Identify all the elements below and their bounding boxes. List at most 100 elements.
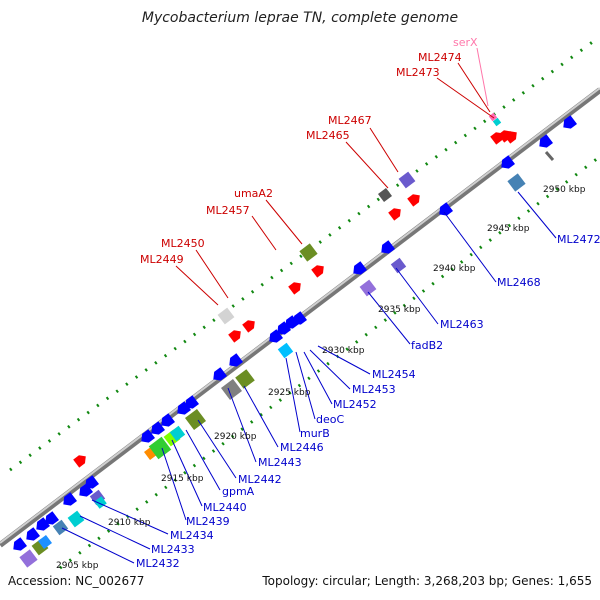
reverse-gene-arrow[interactable] xyxy=(82,475,100,492)
gene-label[interactable]: ML2453 xyxy=(352,383,396,396)
ruler-tick-label: 2940 kbp xyxy=(433,264,476,274)
ruler-tick-label: 2910 kbp xyxy=(108,518,151,528)
gene-label[interactable]: ML2433 xyxy=(151,543,195,556)
reverse-gene-arrow[interactable] xyxy=(158,413,176,430)
gene-label[interactable]: deoC xyxy=(316,413,344,426)
cog-category-box[interactable] xyxy=(235,369,255,389)
accession-text: Accession: NC_002677 xyxy=(8,574,144,588)
label-leader-line xyxy=(457,62,491,113)
cog-category-box[interactable] xyxy=(390,257,407,274)
forward-gene-arrow[interactable] xyxy=(407,191,423,207)
ruler-tick-label: 2950 kbp xyxy=(543,185,586,195)
reverse-gene-arrow[interactable] xyxy=(42,511,60,528)
reverse-gene-arrow[interactable] xyxy=(33,517,51,534)
cog-category-box[interactable] xyxy=(217,307,235,325)
cog-category-box[interactable] xyxy=(37,534,53,550)
gene-label[interactable]: murB xyxy=(300,427,330,440)
cog-category-box[interactable] xyxy=(299,243,318,262)
cog-category-box[interactable] xyxy=(398,171,416,189)
forward-gene-arrow[interactable] xyxy=(504,128,520,144)
cog-category-box[interactable] xyxy=(169,425,186,442)
ruler-tick-label: 2945 kbp xyxy=(487,224,530,234)
gene-label[interactable]: ML2463 xyxy=(440,318,484,331)
gene-label[interactable]: gpmA xyxy=(222,485,255,498)
reverse-gene-arrow[interactable] xyxy=(210,367,228,384)
gene-label[interactable]: ML2468 xyxy=(497,276,541,289)
forward-gene-arrow[interactable] xyxy=(288,279,304,295)
reverse-dot-track xyxy=(59,156,599,570)
reverse-gene-arrow[interactable] xyxy=(174,401,192,418)
forward-gene-arrow[interactable] xyxy=(242,317,258,333)
reverse-gene-arrow[interactable] xyxy=(378,240,396,257)
map-title: Mycobacterium leprae TN, complete genome xyxy=(142,10,458,26)
gene-label[interactable]: ML2465 xyxy=(306,129,350,142)
reverse-gene-arrow[interactable] xyxy=(138,429,156,446)
small-feature xyxy=(544,151,555,161)
gene-label[interactable]: fadB2 xyxy=(411,339,443,352)
forward-gene-arrow[interactable] xyxy=(228,327,244,343)
gene-label[interactable]: ML2473 xyxy=(396,66,440,79)
gene-label[interactable]: ML2446 xyxy=(280,441,324,454)
cog-category-box[interactable] xyxy=(359,279,377,297)
gene-label[interactable]: umaA2 xyxy=(234,187,273,200)
gene-label[interactable]: ML2440 xyxy=(203,501,247,514)
gene-label[interactable]: ML2454 xyxy=(372,368,416,381)
forward-gene-arrow[interactable] xyxy=(311,262,327,278)
gene-label[interactable]: ML2434 xyxy=(170,529,214,542)
gene-label[interactable]: ML2443 xyxy=(258,456,302,469)
feature-layer xyxy=(10,112,578,568)
gene-label[interactable]: ML2449 xyxy=(140,253,184,266)
cog-category-box[interactable] xyxy=(148,436,172,460)
cog-category-box[interactable] xyxy=(52,519,69,536)
cog-category-box[interactable] xyxy=(19,549,38,568)
gene-label[interactable]: ML2450 xyxy=(161,237,205,250)
gene-label[interactable]: ML2442 xyxy=(238,473,282,486)
reverse-gene-arrow[interactable] xyxy=(226,353,244,370)
reverse-gene-arrow[interactable] xyxy=(436,202,454,219)
gene-label[interactable]: serX xyxy=(453,36,478,49)
label-leader-line xyxy=(285,357,301,433)
label-leader-line xyxy=(171,439,203,507)
label-leader-line xyxy=(243,385,279,448)
gene-label[interactable]: ML2439 xyxy=(186,515,230,528)
reverse-gene-arrow[interactable] xyxy=(10,537,28,554)
reverse-gene-arrow[interactable] xyxy=(274,321,292,338)
gene-label[interactable]: ML2472 xyxy=(557,233,600,246)
cog-category-box[interactable] xyxy=(277,342,294,359)
leader-lines xyxy=(61,47,557,564)
reverse-gene-arrow[interactable] xyxy=(350,261,368,278)
cog-category-box[interactable] xyxy=(377,187,393,203)
gene-label[interactable]: ML2452 xyxy=(333,398,377,411)
label-leader-line xyxy=(91,499,169,535)
gene-label[interactable]: ML2457 xyxy=(206,204,250,217)
forward-gene-arrow[interactable] xyxy=(388,205,404,221)
gene-label[interactable]: ML2474 xyxy=(418,51,462,64)
forward-gene-arrow[interactable] xyxy=(73,452,89,468)
reverse-gene-arrow[interactable] xyxy=(23,527,41,544)
label-leader-line xyxy=(369,127,399,173)
reverse-gene-arrow[interactable] xyxy=(76,483,94,500)
label-leader-line xyxy=(395,267,439,325)
cog-category-box[interactable] xyxy=(67,510,85,528)
reverse-gene-arrow[interactable] xyxy=(498,155,516,172)
reverse-gene-arrow[interactable] xyxy=(60,492,78,509)
reverse-gene-arrow[interactable] xyxy=(182,395,200,412)
forward-dot-track xyxy=(9,36,599,472)
reverse-gene-arrow[interactable] xyxy=(536,134,554,151)
label-leader-line xyxy=(436,77,495,119)
label-leader-line xyxy=(227,387,257,463)
reverse-gene-arrow[interactable] xyxy=(282,315,300,332)
cog-category-box[interactable] xyxy=(492,117,502,127)
gene-label[interactable]: ML2432 xyxy=(136,557,180,570)
gene-label[interactable]: ML2467 xyxy=(328,114,372,127)
ruler-tick-label: 2920 kbp xyxy=(214,432,257,442)
cog-category-box[interactable] xyxy=(507,173,526,192)
label-leader-line xyxy=(161,447,187,521)
reverse-gene-arrow[interactable] xyxy=(560,115,578,132)
label-leader-line xyxy=(265,199,303,245)
reverse-gene-arrow[interactable] xyxy=(266,329,284,346)
reverse-gene-arrow[interactable] xyxy=(148,421,166,438)
label-leader-line xyxy=(197,419,237,479)
cog-category-box[interactable] xyxy=(220,378,243,401)
reverse-gene-arrow[interactable] xyxy=(290,311,308,328)
